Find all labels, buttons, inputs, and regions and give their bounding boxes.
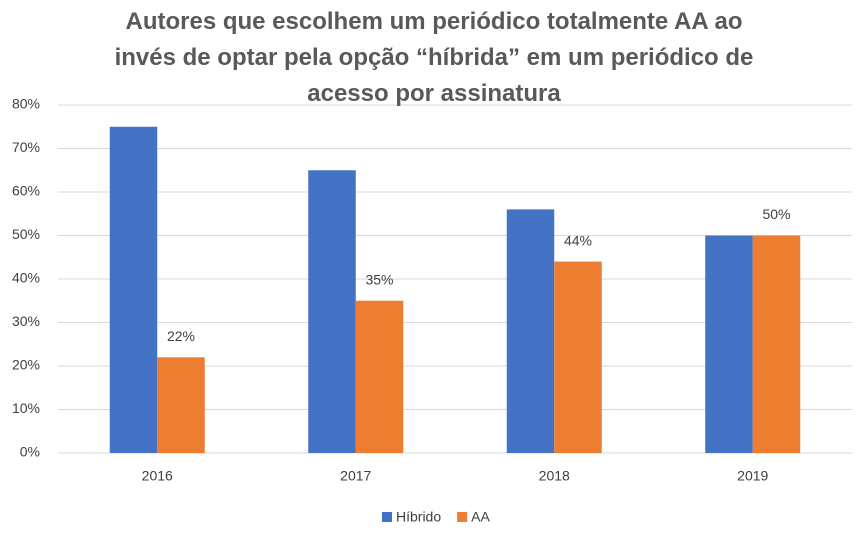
- data-label: 35%: [365, 271, 393, 287]
- legend-label: Híbrido: [396, 509, 441, 525]
- legend-swatch: [457, 512, 468, 522]
- x-tick-label: 2016: [142, 468, 173, 484]
- data-label: 44%: [564, 232, 592, 248]
- y-tick-label: 10%: [12, 400, 40, 416]
- bar: [752, 235, 801, 453]
- data-label: 22%: [167, 328, 195, 344]
- bar: [109, 126, 158, 453]
- y-tick-label: 20%: [12, 357, 40, 373]
- y-tick-label: 50%: [12, 226, 40, 242]
- legend-swatch: [382, 512, 392, 522]
- y-tick-label: 0%: [20, 444, 40, 460]
- y-tick-label: 60%: [12, 183, 40, 199]
- chart-title: Autores que escolhem um periódico totalm…: [114, 8, 754, 107]
- bar: [355, 300, 404, 453]
- x-tick-label: 2018: [539, 468, 570, 484]
- data-label: 50%: [762, 206, 790, 222]
- y-tick-label: 40%: [12, 270, 40, 286]
- bar: [157, 357, 205, 453]
- bar: [554, 261, 602, 453]
- y-tick-label: 70%: [12, 139, 40, 155]
- y-tick-label: 80%: [12, 96, 40, 112]
- legend-label: AA: [471, 509, 490, 525]
- bar: [705, 235, 753, 453]
- y-tick-label: 30%: [12, 313, 40, 329]
- bar: [308, 170, 356, 453]
- x-tick-label: 2017: [340, 468, 371, 484]
- x-tick-label: 2019: [737, 468, 768, 484]
- bar: [506, 209, 555, 453]
